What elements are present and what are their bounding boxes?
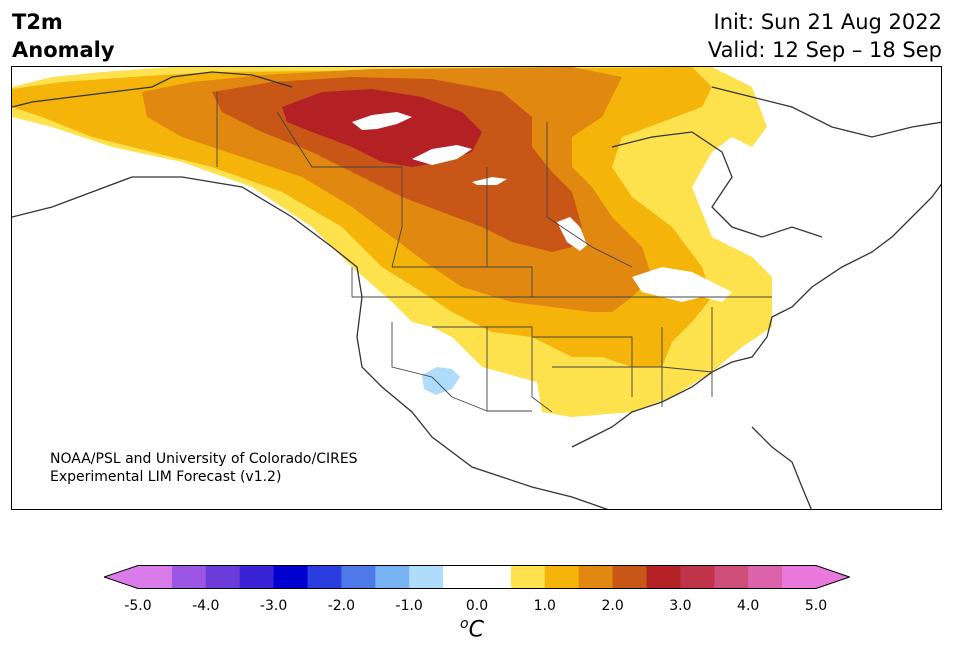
coastlines [12,71,941,509]
colorbar-tick-label: -5.0 [124,598,152,614]
colorbar-segment [171,565,207,589]
title-line-1: T2m [12,10,63,34]
political-borders [216,92,772,413]
colorbar-tick-label: 3.0 [669,598,692,614]
colorbar-min-extension [104,565,138,589]
anomaly-contour-2p5 [282,89,482,167]
colorbar-tick-label: -2.0 [327,598,356,614]
colorbar-segment [307,565,342,589]
colorbar-segment [578,565,614,589]
anomaly-map: NOAA/PSL and University of Colorado/CIRE… [11,66,942,510]
colorbar-tick-label: 5.0 [804,598,828,614]
init-date: Init: Sun 21 Aug 2022 [713,10,942,34]
lake-shape [352,112,412,130]
colorbar-segment [477,565,512,589]
colorbar-segment [680,565,715,589]
map-title: T2m Anomaly [12,8,115,64]
colorbar-segment [375,565,410,589]
colorbar-segment [748,565,783,589]
colorbar-tick-label: 2.0 [601,598,624,614]
colorbar-segment [138,565,173,589]
colorbar-tick-label: 1.0 [533,598,556,614]
colorbar-segment [714,565,749,589]
forecast-dates: Init: Sun 21 Aug 2022 Valid: 12 Sep – 18… [708,8,942,64]
colorbar-tick-label: 4.0 [737,598,760,614]
title-line-2: Anomaly [12,38,115,62]
colorbar [104,565,850,589]
credit-line-2: Experimental LIM Forecast (v1.2) [50,469,282,485]
colorbar-segment [341,565,376,589]
colorbar-tick-label: -3.0 [259,598,288,614]
colorbar-tick-label: -4.0 [192,598,220,614]
colorbar-segment [646,565,681,589]
colorbar-segment [205,565,241,589]
credit-line-1: NOAA/PSL and University of Colorado/CIRE… [50,451,358,467]
colorbar-segment [239,565,275,589]
map-svg [12,67,941,509]
lake-shape [632,267,732,302]
colorbar-unit: oC [460,616,484,642]
colorbar-segment [782,565,817,589]
negative-anomaly-blob [422,367,460,395]
credit-text: NOAA/PSL and University of Colorado/CIRE… [50,450,358,486]
colorbar-segment [612,565,647,589]
valid-date: Valid: 12 Sep – 18 Sep [707,38,942,62]
colorbar-segment [510,565,546,589]
colorbar-segment [544,565,580,589]
colorbar-segment [273,565,308,589]
colorbar-max-extension [816,565,850,589]
colorbar-tick-label: -1.0 [395,598,423,614]
colorbar-segment [443,565,478,589]
lake-shape [412,145,472,165]
colorbar-segment [409,565,444,589]
degree-symbol: o [460,616,469,632]
colorbar-outline [104,565,850,589]
colorbar-tick-label: 0.0 [465,598,489,614]
lake-shape [472,177,507,185]
unit-letter: C [468,617,484,643]
